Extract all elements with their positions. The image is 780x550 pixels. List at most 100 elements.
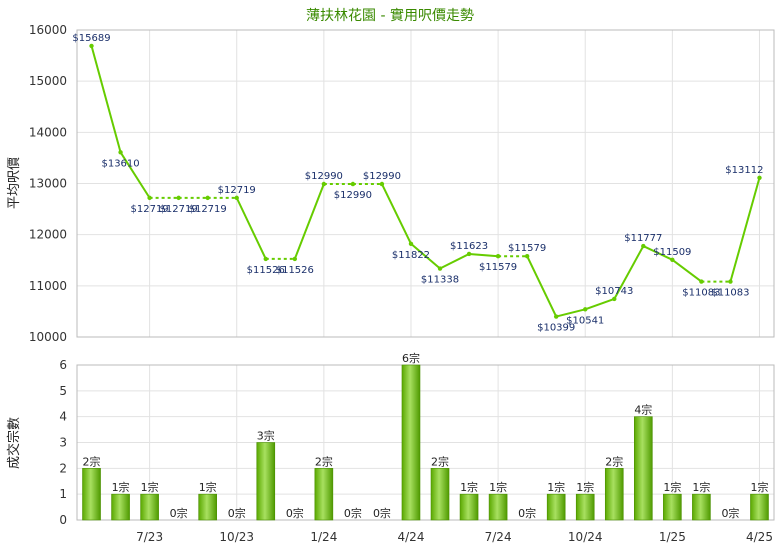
bar-value-label: 1宗 <box>547 480 565 494</box>
point-value-label: $12990 <box>305 171 343 182</box>
bottom-y-axis-label: 成交宗數 <box>6 417 22 469</box>
line-segment <box>381 183 412 245</box>
bar-value-label: 2宗 <box>315 454 333 468</box>
bar <box>488 493 508 521</box>
bar <box>459 493 479 521</box>
line-point <box>292 256 298 262</box>
point-value-label: $11083 <box>682 288 720 299</box>
bar-value-label: 1宗 <box>460 480 478 494</box>
line-point <box>728 279 733 284</box>
line-point <box>147 195 152 201</box>
x-tick-label: 7/24 <box>485 530 512 544</box>
bar <box>111 493 130 521</box>
bar <box>256 442 276 521</box>
line-point <box>757 175 762 180</box>
line-point <box>321 181 327 187</box>
bar-value-label: 1宗 <box>663 480 681 494</box>
line-point <box>118 150 123 155</box>
bar-value-label: 2宗 <box>605 454 623 468</box>
point-value-label: $11083 <box>711 288 749 299</box>
line-segment <box>90 45 122 153</box>
x-tick-label: 4/25 <box>746 530 773 544</box>
point-value-label: $11526 <box>276 265 314 276</box>
bar <box>575 493 595 521</box>
bar-value-label: 0宗 <box>170 506 188 520</box>
line-point <box>350 181 356 187</box>
line-segment <box>642 245 673 261</box>
top-y-tick-label: 12000 <box>29 228 67 242</box>
line-point <box>553 314 559 319</box>
line-point <box>89 43 94 49</box>
top-y-tick-label: 10000 <box>29 330 67 344</box>
top-plot-frame <box>76 29 775 338</box>
x-tick-label: 1/24 <box>310 530 337 544</box>
point-value-label: $13112 <box>725 165 763 176</box>
point-value-label: $11338 <box>421 275 459 286</box>
line-point <box>699 279 704 284</box>
line-segment <box>613 245 645 300</box>
bar <box>604 468 624 521</box>
bar-value-label: 1宗 <box>141 480 159 494</box>
line-point <box>495 254 501 259</box>
line-point <box>408 241 414 246</box>
bar <box>663 493 682 521</box>
point-value-label: $11579 <box>479 262 517 273</box>
bottom-y-tick-label: 1 <box>59 487 67 501</box>
bar <box>692 493 711 521</box>
line-segment <box>729 177 761 282</box>
x-tick-label: 4/24 <box>398 530 425 544</box>
bar-value-label: 0宗 <box>228 506 246 520</box>
bar-value-label: 0宗 <box>286 506 304 520</box>
point-value-label: $12719 <box>189 204 227 215</box>
point-value-label: $11623 <box>450 241 488 252</box>
bar <box>314 468 334 521</box>
bar-value-label: 3宗 <box>257 429 275 443</box>
top-y-tick-label: 16000 <box>29 23 67 37</box>
point-value-label: $11777 <box>624 233 662 244</box>
top-y-tick-label: 14000 <box>29 125 67 139</box>
bottom-y-tick-label: 6 <box>59 358 67 372</box>
line-point <box>176 195 181 201</box>
bar-value-label: 1宗 <box>750 480 768 494</box>
bottom-y-tick-label: 4 <box>59 410 67 424</box>
bottom-y-tick-label: 3 <box>59 436 67 450</box>
line-point <box>437 266 443 271</box>
line-point <box>641 243 646 249</box>
line-point <box>524 254 530 259</box>
x-tick-label: 1/25 <box>659 530 686 544</box>
top-y-tick-label: 11000 <box>29 279 67 293</box>
point-value-label: $15689 <box>72 33 110 44</box>
bar-value-label: 0宗 <box>344 506 362 520</box>
bar <box>198 493 217 521</box>
point-value-label: $12990 <box>363 171 401 182</box>
point-value-label: $13610 <box>101 158 139 169</box>
bar-value-label: 0宗 <box>373 506 391 520</box>
point-value-label: $11526 <box>247 265 285 276</box>
bar <box>546 493 566 521</box>
bar-value-label: 0宗 <box>518 506 536 520</box>
line-point <box>670 257 675 262</box>
bar-value-label: 1宗 <box>199 480 217 494</box>
point-value-label: $10399 <box>537 323 575 334</box>
line-segment <box>439 253 470 270</box>
bottom-plot-frame <box>76 364 775 521</box>
bar <box>140 493 159 521</box>
bar-value-label: 6宗 <box>402 351 420 365</box>
bar <box>82 468 101 521</box>
point-value-label: $12990 <box>334 190 372 201</box>
point-value-label: $11579 <box>508 243 546 254</box>
line-point <box>234 195 239 201</box>
bar <box>430 468 450 521</box>
bar-value-label: 1宗 <box>576 480 594 494</box>
top-y-tick-label: 13000 <box>29 177 67 191</box>
bar-value-label: 2宗 <box>83 454 101 468</box>
bar-value-label: 1宗 <box>692 480 710 494</box>
line-segment <box>671 258 702 283</box>
line-point <box>583 307 588 312</box>
point-value-label: $12719 <box>218 185 256 196</box>
point-value-label: $11822 <box>392 250 430 261</box>
bar-value-label: 2宗 <box>431 454 449 468</box>
line-point <box>205 195 210 201</box>
bar-value-label: 0宗 <box>721 506 739 520</box>
